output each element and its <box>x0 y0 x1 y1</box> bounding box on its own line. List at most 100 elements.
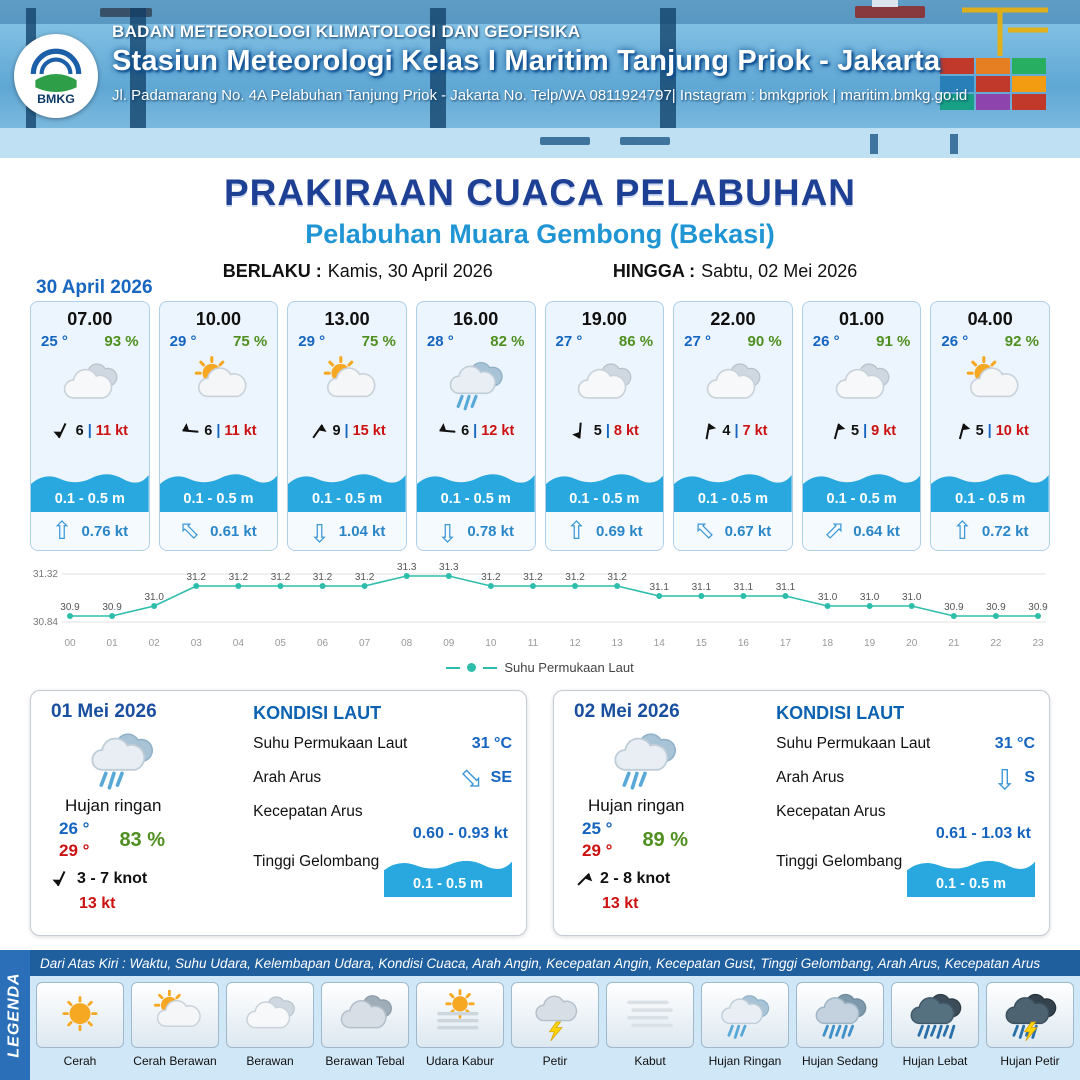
gust-speed: 7 kt <box>742 423 768 439</box>
current-speed: 0.64 kt <box>853 522 900 540</box>
sea-conditions-title: KONDISI LAUT <box>253 703 382 723</box>
svg-text:16: 16 <box>738 638 750 649</box>
page-subtitle: Pelabuhan Muara Gembong (Bekasi) <box>305 219 775 249</box>
svg-text:15: 15 <box>696 638 708 649</box>
gust-speed: 8 kt <box>613 423 639 439</box>
forecast-time: 22.00 <box>710 309 756 329</box>
svg-text:06: 06 <box>317 638 329 649</box>
svg-text:19: 19 <box>864 638 876 649</box>
daily-forecast-card: 01 Mei 2026 Hujan ringan 26 ° 29 ° 83 % <box>30 690 527 936</box>
wave-icon <box>416 474 535 512</box>
wave-height-band: 0.1 - 0.5 m <box>931 466 1049 512</box>
forecast-time: 19.00 <box>581 309 627 329</box>
current-direction-icon: ⇧ <box>437 517 459 546</box>
svg-text:31.2: 31.2 <box>187 572 207 583</box>
weather-icon <box>31 352 149 416</box>
svg-text:11: 11 <box>528 638 539 649</box>
legend-weather-icon <box>891 982 979 1048</box>
separator: | <box>734 423 739 439</box>
air-temperature: 26 ° <box>812 333 840 350</box>
weather-icon <box>288 352 406 416</box>
wind-row: 5 | 8 kt <box>546 421 664 441</box>
svg-text:31.2: 31.2 <box>313 572 333 583</box>
separator: | <box>344 423 349 439</box>
wave-height: 0.1 - 0.5 m <box>826 491 897 507</box>
legend-label: Udara Kabur <box>425 1054 495 1068</box>
current-speed: 0.76 kt <box>81 522 129 540</box>
legend-weather-icon <box>416 982 504 1048</box>
valid-from-label: BERLAKU : <box>222 261 322 281</box>
temp-humidity-row: 29 ° 75 % <box>160 330 278 350</box>
legend-label: Cerah Berawan <box>133 1054 217 1068</box>
sea-conditions: KONDISI LAUT Suhu Permukaan Laut 31 °C A… <box>764 701 1035 925</box>
svg-text:14: 14 <box>654 638 666 649</box>
daily-date: 01 Mei 2026 <box>51 701 157 722</box>
current-speed: 0.78 kt <box>467 522 515 540</box>
wave-row: Tinggi Gelombang 0.1 - 0.5 m <box>776 853 1035 897</box>
legend-weather-icon <box>796 982 884 1048</box>
wind-row: 3 - 7 knot <box>51 869 147 889</box>
legend-title: LEGENDA <box>6 972 24 1058</box>
wave-height: 0.1 - 0.5 m <box>440 491 511 507</box>
legend-weather-icon <box>701 982 789 1048</box>
current-speed: 0.72 kt <box>981 522 1029 540</box>
legend-item: Hujan Ringan <box>701 982 789 1068</box>
wind-direction-icon <box>570 865 598 893</box>
legend-item: Cerah <box>36 982 124 1068</box>
air-temperature: 28 ° <box>426 333 454 350</box>
current-speed-label: Kecepatan Arus <box>776 803 886 820</box>
gust-speed: 11 kt <box>95 423 128 439</box>
forecast-time: 13.00 <box>324 309 370 329</box>
svg-text:05: 05 <box>275 638 287 649</box>
wave-height: 0.1 - 0.5 m <box>412 876 484 892</box>
svg-text:12: 12 <box>569 638 581 649</box>
current-direction: S <box>1024 769 1035 786</box>
wave-icon <box>802 474 921 512</box>
current-direction-icon: ⇧ <box>687 513 723 548</box>
wave-icon <box>31 474 149 512</box>
wind-speed: 5 <box>593 423 602 439</box>
wind-speed: 5 <box>850 423 860 439</box>
valid-until-value: Sabtu, 02 Mei 2026 <box>701 261 858 281</box>
svg-text:30.9: 30.9 <box>60 602 80 613</box>
svg-text:31.2: 31.2 <box>355 572 375 583</box>
air-temperature: 27 ° <box>684 333 711 350</box>
valid-from-value: Kamis, 30 April 2026 <box>327 261 493 281</box>
svg-text:18: 18 <box>822 638 834 649</box>
svg-text:08: 08 <box>401 638 413 649</box>
svg-text:02: 02 <box>149 638 161 649</box>
current-row: ⇧ 0.61 kt <box>159 512 278 550</box>
forecast-time: 01.00 <box>839 309 885 329</box>
wind-direction-icon <box>436 420 458 442</box>
wind-row: 9 | 15 kt <box>288 421 406 441</box>
svg-text:30.9: 30.9 <box>944 602 964 613</box>
current-direction-label: Arah Arus <box>253 769 322 786</box>
temp-humidity-row: 26 ° 91 % <box>803 330 921 350</box>
wave-height-band: 0.1 - 0.5 m <box>802 466 921 512</box>
svg-text:31.32: 31.32 <box>33 569 58 580</box>
current-direction-icon: ⇧ <box>951 516 973 545</box>
series-line-icon <box>483 666 498 669</box>
humidity: 89 % <box>642 828 689 851</box>
wave-height-band: 0.1 - 0.5 m <box>674 466 792 512</box>
wind-speed: 5 <box>975 423 984 439</box>
legend-weather-icon <box>986 982 1074 1048</box>
current-row: ⇧ 0.69 kt <box>545 512 664 550</box>
humidity: 75 % <box>361 333 396 350</box>
bmkg-logo: BMKG <box>14 34 98 118</box>
sea-surface-temperature-chart: 31.3230.8430.90030.90131.00231.20331.204… <box>33 562 1048 649</box>
valid-until-label: HINGGA : <box>612 261 696 281</box>
wind-range: 2 - 8 knot <box>600 870 671 887</box>
wave-icon <box>931 474 1049 512</box>
temp-min: 26 ° <box>59 819 90 838</box>
svg-text:31.2: 31.2 <box>523 572 543 583</box>
air-temperature: 26 ° <box>941 333 969 350</box>
forecast-card: 07.00 25 ° 93 % 6 | 11 kt <box>30 301 150 551</box>
legend-label: Hujan Sedang <box>801 1054 879 1068</box>
wind-direction-icon <box>949 419 973 443</box>
forecast-time: 04.00 <box>967 309 1013 329</box>
weather-icon <box>73 723 171 795</box>
svg-text:07: 07 <box>359 638 371 649</box>
legend-weather-icon <box>606 982 694 1048</box>
svg-text:00: 00 <box>64 638 76 649</box>
